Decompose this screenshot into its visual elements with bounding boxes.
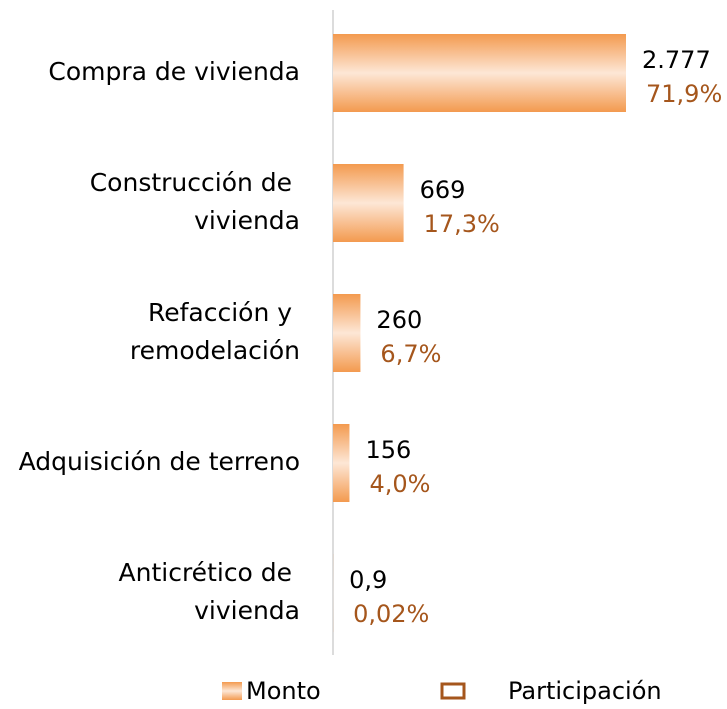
legend-swatch (442, 684, 464, 698)
bar (333, 294, 360, 372)
category-label: Construcción de vivienda (90, 168, 300, 235)
percent-label: 0,02% (353, 600, 429, 628)
category-label: Anticrético de vivienda (119, 558, 300, 625)
category-label: Adquisición de terreno (19, 447, 300, 476)
legend-swatch (222, 682, 242, 700)
category-label: Refacción y remodelación (130, 298, 300, 365)
bar (333, 424, 349, 502)
legend-label: Participación (508, 677, 662, 705)
value-label: 260 (376, 306, 422, 334)
percent-label: 71,9% (646, 80, 722, 108)
value-label: 669 (420, 176, 466, 204)
bar (333, 34, 626, 112)
percent-label: 17,3% (424, 210, 500, 238)
category-label: Compra de vivienda (48, 57, 300, 86)
percent-label: 6,7% (380, 340, 441, 368)
value-label: 0,9 (349, 566, 387, 594)
value-label: 2.777 (642, 46, 711, 74)
legend-label: Monto (246, 677, 321, 705)
value-label: 156 (365, 436, 411, 464)
bar (333, 164, 404, 242)
percent-label: 4,0% (369, 470, 430, 498)
